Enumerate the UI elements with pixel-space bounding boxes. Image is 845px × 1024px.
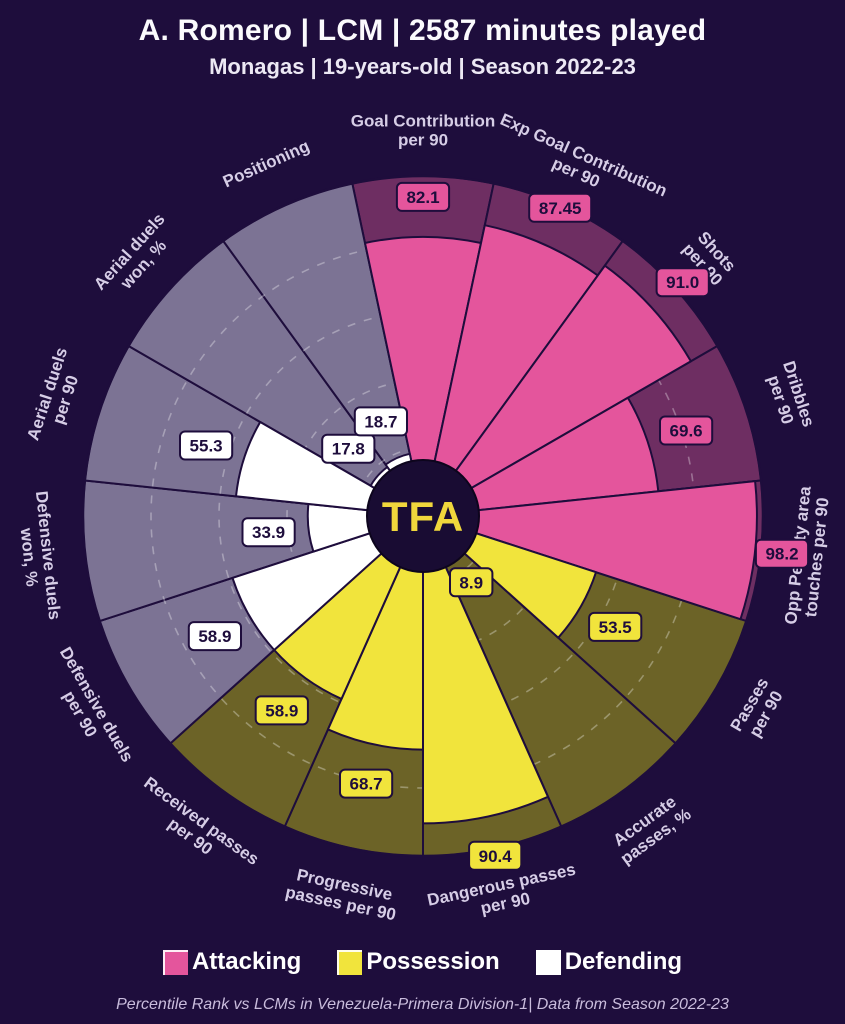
footnote: Percentile Rank vs LCMs in Venezuela-Pri… <box>116 996 729 1013</box>
value-chip-0: 82.1 <box>395 181 451 212</box>
value-chip-11: 33.9 <box>241 517 296 548</box>
legend-item-attacking: Attacking <box>162 948 302 976</box>
category-label-14: Positioning <box>220 136 312 191</box>
value-chip-text-0: 82.1 <box>406 188 439 207</box>
value-chip-box-10 <box>187 621 242 652</box>
value-chip-text-14: 18.7 <box>364 412 397 431</box>
value-chip-text-9: 58.9 <box>265 701 298 720</box>
category-label-5: Passesper 90 <box>727 674 789 744</box>
legend-label-defending: Defending <box>564 948 683 975</box>
sector-value-1 <box>422 224 599 517</box>
value-chip-box-5 <box>588 611 643 642</box>
value-chip-box-4 <box>754 538 810 569</box>
value-chip-box-2 <box>655 267 710 298</box>
value-chip-text-5: 53.5 <box>599 618 632 637</box>
sector-value-2 <box>422 264 692 517</box>
legend-label-possession: Possession <box>366 948 500 975</box>
value-chip-13: 17.8 <box>321 433 376 464</box>
value-chip-text-4: 98.2 <box>765 545 798 564</box>
value-chip-12: 55.3 <box>179 430 234 461</box>
value-chip-box-12 <box>179 430 234 461</box>
outer-rim <box>81 174 765 858</box>
chart-legend: Attacking Possession Defending <box>0 948 845 976</box>
category-label-11: Defensive duelswon, % <box>13 490 64 623</box>
legend-swatch-defending <box>535 949 561 975</box>
category-label-0: Goal Contribution per 90 <box>351 112 495 150</box>
value-chip-1: 87.45 <box>528 192 593 223</box>
value-chip-box-11 <box>241 517 296 548</box>
value-chip-8: 68.7 <box>339 768 394 799</box>
legend-label-attacking: Attacking <box>191 948 302 975</box>
value-chip-6: 8.9 <box>449 567 494 598</box>
value-chip-5: 53.5 <box>588 611 643 642</box>
value-chip-text-1: 87.45 <box>539 199 582 218</box>
page-title: A. Romero | LCM | 2587 minutes played <box>138 14 707 47</box>
value-chip-text-2: 91.0 <box>666 273 699 292</box>
value-chip-7: 90.4 <box>468 840 523 871</box>
value-chip-2: 91.0 <box>655 267 710 298</box>
value-chip-4: 98.2 <box>754 538 810 569</box>
legend-item-possession: Possession <box>337 948 500 976</box>
legend-item-defending: Defending <box>535 948 683 976</box>
value-chip-box-9 <box>254 695 309 726</box>
value-chip-10: 58.9 <box>187 621 242 652</box>
value-chip-text-13: 17.8 <box>332 440 365 459</box>
value-chip-text-11: 33.9 <box>252 523 285 542</box>
value-chip-box-7 <box>468 840 523 871</box>
value-chip-9: 58.9 <box>254 695 309 726</box>
category-label-8: Progressivepasses per 90 <box>284 864 402 925</box>
value-chip-14: 18.7 <box>353 406 408 437</box>
category-label-12: Aerial duelsper 90 <box>23 345 89 448</box>
sector-value-0 <box>364 235 482 517</box>
center-logo-circle <box>366 459 480 573</box>
category-label-3: Dribblesper 90 <box>761 359 818 435</box>
legend-swatch-possession <box>337 949 363 975</box>
value-chip-text-7: 90.4 <box>479 847 513 866</box>
value-chip-text-6: 8.9 <box>459 573 483 592</box>
value-chip-3: 69.6 <box>658 415 714 446</box>
value-chip-box-13 <box>321 433 376 464</box>
value-chip-box-14 <box>353 406 408 437</box>
value-chip-text-3: 69.6 <box>670 422 703 441</box>
category-label-6: Accuratepasses, % <box>606 789 695 868</box>
value-chip-text-10: 58.9 <box>198 627 231 646</box>
sector-value-8 <box>327 515 424 751</box>
page-subtitle: Monagas | 19-years-old | Season 2022-23 <box>209 54 636 79</box>
value-chip-box-3 <box>658 415 714 446</box>
value-chip-box-1 <box>528 192 593 223</box>
center-logo-text: TFA <box>382 493 464 540</box>
sector-value-10 <box>231 515 424 651</box>
legend-swatch-attacking <box>162 949 188 975</box>
value-chip-box-8 <box>339 768 394 799</box>
value-chip-box-6 <box>449 567 494 598</box>
value-chip-box-0 <box>395 181 451 212</box>
value-chip-text-12: 55.3 <box>190 437 223 456</box>
chart-header: A. Romero | LCM | 2587 minutes played Mo… <box>0 14 845 80</box>
value-chip-text-8: 68.7 <box>350 775 383 794</box>
